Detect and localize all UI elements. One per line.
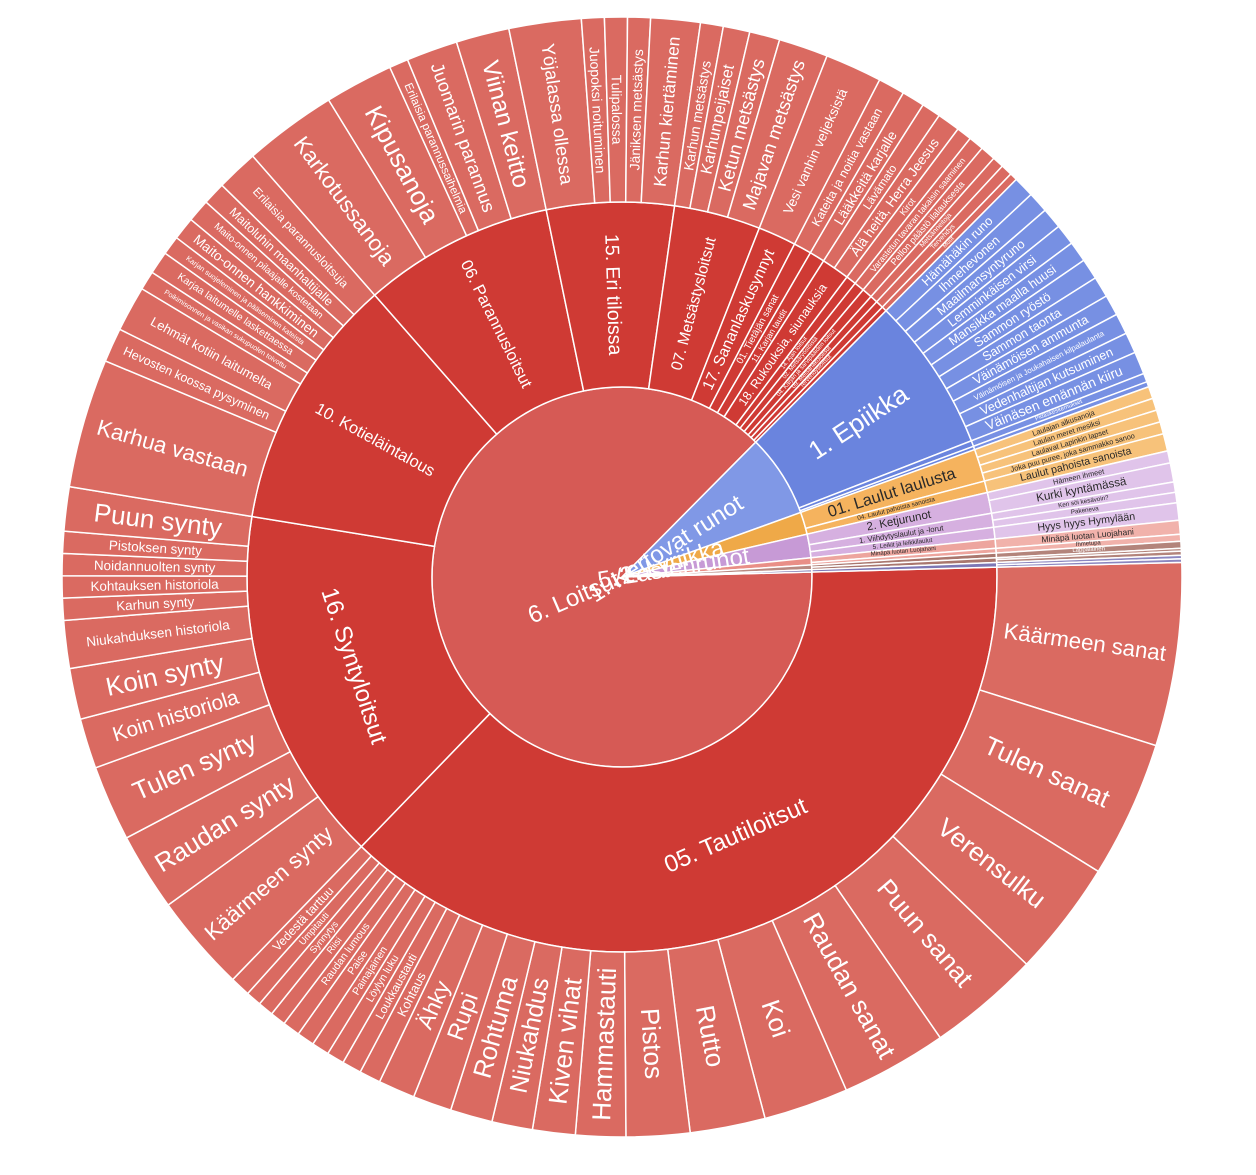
sunburst-segment-tuuti-lasta-tuomariksi[interactable]: Tuuti lasta tuomariksi: [996, 558, 1183, 568]
